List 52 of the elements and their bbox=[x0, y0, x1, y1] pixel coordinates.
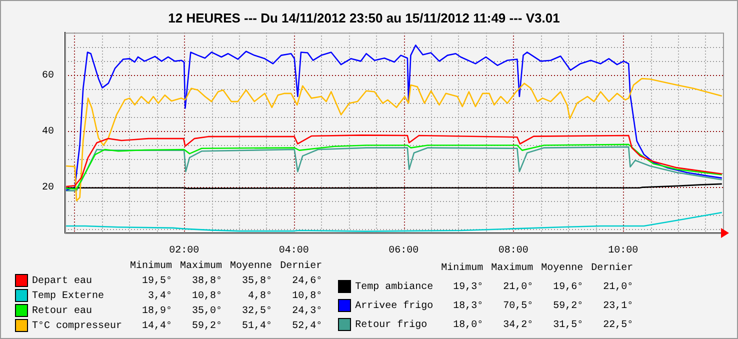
text: 59,2° bbox=[552, 300, 584, 314]
text: 10,8° bbox=[191, 290, 224, 304]
text: 18,3° bbox=[452, 300, 484, 314]
legend-label: Retour frigo bbox=[354, 318, 428, 333]
text: 52,4° bbox=[291, 320, 324, 334]
text: 14,4° bbox=[141, 320, 174, 334]
text: 18,0° bbox=[452, 318, 484, 333]
legend-label: Temp Externe bbox=[31, 290, 106, 304]
text: 10,8° bbox=[291, 290, 324, 304]
legend-label: Arrivee frigo bbox=[354, 300, 434, 314]
text: 51,4° bbox=[241, 320, 274, 334]
text: 21,0° bbox=[602, 280, 634, 295]
legend-label: Depart eau bbox=[31, 275, 94, 290]
text: Dernier bbox=[279, 260, 324, 274]
y-tick-label: 60 bbox=[42, 70, 54, 82]
x-tick-label: 06:00 bbox=[388, 246, 419, 257]
text: Moyenne bbox=[541, 262, 584, 274]
text: 24,3° bbox=[291, 305, 324, 320]
text: 23,1° bbox=[602, 300, 634, 314]
x-tick-label: 02:00 bbox=[169, 246, 200, 257]
x-tick-label: 04:00 bbox=[278, 246, 309, 257]
chart-title: 12 HEURES --- Du 14/11/2012 23:50 au 15/11/2012 11:49 --- V3.01 bbox=[168, 10, 560, 26]
text: 38,8° bbox=[191, 275, 224, 290]
text: 19,6° bbox=[552, 280, 584, 295]
text: 24,6° bbox=[291, 275, 324, 290]
y-tick-label: 20 bbox=[42, 182, 54, 194]
text: Maximum bbox=[491, 262, 534, 274]
legend-label: T°C compresseur bbox=[31, 320, 124, 335]
text: 34,2° bbox=[502, 318, 534, 333]
text: 18,9° bbox=[141, 305, 174, 320]
text: Maximum bbox=[179, 260, 224, 274]
text: 59,2° bbox=[191, 320, 224, 334]
text: Dernier bbox=[591, 262, 634, 274]
text: 21,0° bbox=[502, 280, 534, 295]
text: 32,5° bbox=[241, 305, 274, 320]
text: 35,8° bbox=[241, 275, 274, 290]
text: Minimum bbox=[129, 260, 174, 274]
text: Moyenne bbox=[229, 260, 274, 274]
text: 19,5° bbox=[141, 275, 174, 290]
text: 31,5° bbox=[552, 318, 584, 333]
x-tick-label: 08:00 bbox=[498, 246, 528, 257]
text: 70,5° bbox=[502, 300, 534, 314]
text: 19,3° bbox=[452, 280, 484, 295]
x-tick-label: 10:00 bbox=[608, 246, 638, 257]
text: 35,0° bbox=[191, 305, 224, 320]
legend-label: Retour eau bbox=[31, 305, 94, 320]
legend-label: Temp ambiance bbox=[354, 280, 434, 295]
text: 3,4° bbox=[147, 290, 174, 304]
y-tick-label: 40 bbox=[42, 126, 54, 138]
text: Minimum bbox=[441, 262, 484, 274]
text: 22,5° bbox=[602, 318, 634, 333]
text: 4,8° bbox=[247, 290, 274, 304]
